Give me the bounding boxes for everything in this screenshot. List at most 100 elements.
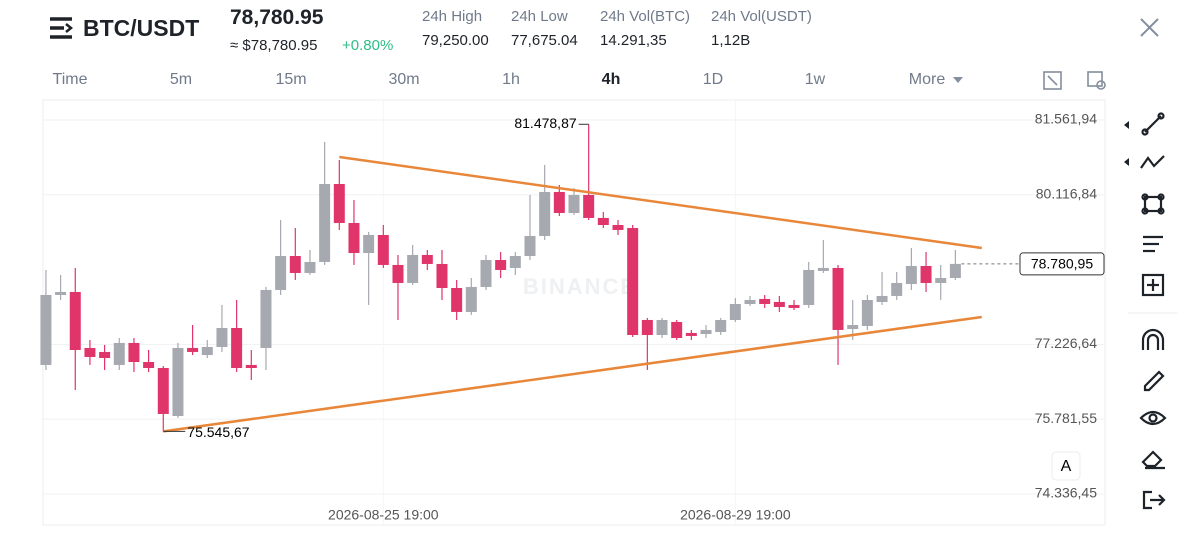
candle-body <box>597 217 609 225</box>
candle-body <box>700 329 712 335</box>
candle-body <box>495 259 507 270</box>
scale-button[interactable]: A <box>1061 458 1072 475</box>
chart-settings-icons[interactable] <box>1043 71 1106 90</box>
candle-body <box>920 265 932 283</box>
candle-body <box>553 191 565 213</box>
candle-body <box>539 191 551 236</box>
candle-body <box>949 263 961 279</box>
x-tick-label: 2026-08-25 19:00 <box>328 507 439 523</box>
candle-body <box>436 263 448 288</box>
candle-body <box>729 303 741 320</box>
interval-tab[interactable]: 5m <box>169 71 193 88</box>
candle-body <box>407 254 419 283</box>
candle-body <box>935 278 947 283</box>
candle-body <box>744 300 756 304</box>
candle-body <box>377 234 389 265</box>
candle-body <box>363 234 375 254</box>
candle-body <box>333 184 345 223</box>
candle-body <box>465 286 477 312</box>
candle-body <box>84 347 96 357</box>
interval-tab[interactable]: 15m <box>275 71 307 88</box>
price: 78,780.95 <box>230 6 324 29</box>
interval-tab[interactable]: Time <box>52 71 88 88</box>
symbol: BTC/USDT <box>83 15 200 41</box>
candle-body <box>128 342 140 363</box>
interval-tab[interactable]: 1w <box>804 71 826 88</box>
watermark: BINANCE <box>523 274 637 299</box>
candle-body <box>656 319 668 335</box>
candle-body <box>260 289 272 348</box>
stat-value: 77,675.04 <box>511 32 578 49</box>
candle-body <box>392 264 404 283</box>
scale-button-box[interactable] <box>1051 451 1081 481</box>
candle-body <box>759 298 771 304</box>
candle-body <box>99 351 111 359</box>
stat-value: 79,250.00 <box>422 32 489 49</box>
price-usd: ≈ $78,780.95 <box>230 37 318 54</box>
x-tick-label: 2026-08-29 19:00 <box>680 507 791 523</box>
candle-body <box>275 256 287 290</box>
interval-tab[interactable]: 1D <box>702 71 724 88</box>
y-tick-label: 81.561,94 <box>1035 111 1097 127</box>
candle-body <box>480 259 492 287</box>
last-price-label: 78.780,95 <box>1031 256 1093 272</box>
candle-body <box>641 319 653 335</box>
candle-body <box>876 295 888 302</box>
candle-body <box>319 184 331 262</box>
candle-body <box>861 300 873 326</box>
candle-body <box>715 319 727 332</box>
interval-tab[interactable]: 1h <box>502 71 520 88</box>
candle-body <box>55 291 67 295</box>
candle-body <box>245 364 257 369</box>
y-tick-label: 74.336,45 <box>1035 485 1097 501</box>
more-caret <box>953 77 963 83</box>
chart-frame <box>42 99 1106 526</box>
candle-body <box>40 294 52 365</box>
stat-label: 24h Low <box>511 8 568 25</box>
candle-body <box>348 222 360 254</box>
stat-value: 1,12B <box>711 32 751 49</box>
last-price-box <box>1019 252 1105 276</box>
price-change: +0.80% <box>342 37 394 54</box>
candle-body <box>817 267 829 271</box>
candle-body <box>685 332 697 336</box>
candle-body <box>172 347 184 416</box>
candle-body <box>627 228 639 335</box>
interval-tab[interactable]: More <box>908 71 946 88</box>
drawing-toolbar[interactable] <box>1124 112 1178 510</box>
candle-body <box>304 261 316 273</box>
stat-value: 14.291,35 <box>600 32 667 49</box>
menu-icon <box>50 17 74 39</box>
candle-body <box>803 269 815 305</box>
interval-tab[interactable]: 4h <box>601 71 621 88</box>
y-tick-label: 80.116,84 <box>1036 185 1097 201</box>
high-marker-label: 81.478,87 <box>514 115 576 131</box>
close-button[interactable] <box>1140 18 1159 37</box>
candle-body <box>69 291 81 350</box>
candle-body <box>905 265 917 285</box>
stat-label: 24h High <box>422 8 483 25</box>
candle-body <box>612 225 624 230</box>
candle-body <box>216 328 228 347</box>
candle-body <box>143 362 155 369</box>
stat-label: 24h Vol(BTC) <box>600 8 691 25</box>
candle-body <box>509 256 521 268</box>
candle-body <box>583 194 595 218</box>
candle-body <box>891 282 903 296</box>
candle-body <box>421 254 433 264</box>
candle-body <box>187 347 199 352</box>
low-marker-label: 75.545,67 <box>187 424 249 440</box>
candle-body <box>157 368 169 414</box>
y-tick-label: 75.781,55 <box>1035 410 1097 426</box>
candle-body <box>773 301 785 307</box>
candle-body <box>524 235 536 257</box>
y-tick-label: 77.226,64 <box>1035 335 1097 351</box>
candle-body <box>671 321 683 338</box>
trendline <box>163 315 982 433</box>
trendline <box>339 155 982 250</box>
interval-tab[interactable]: 30m <box>388 71 420 88</box>
candle-body <box>289 256 301 273</box>
candle-body <box>231 328 243 369</box>
